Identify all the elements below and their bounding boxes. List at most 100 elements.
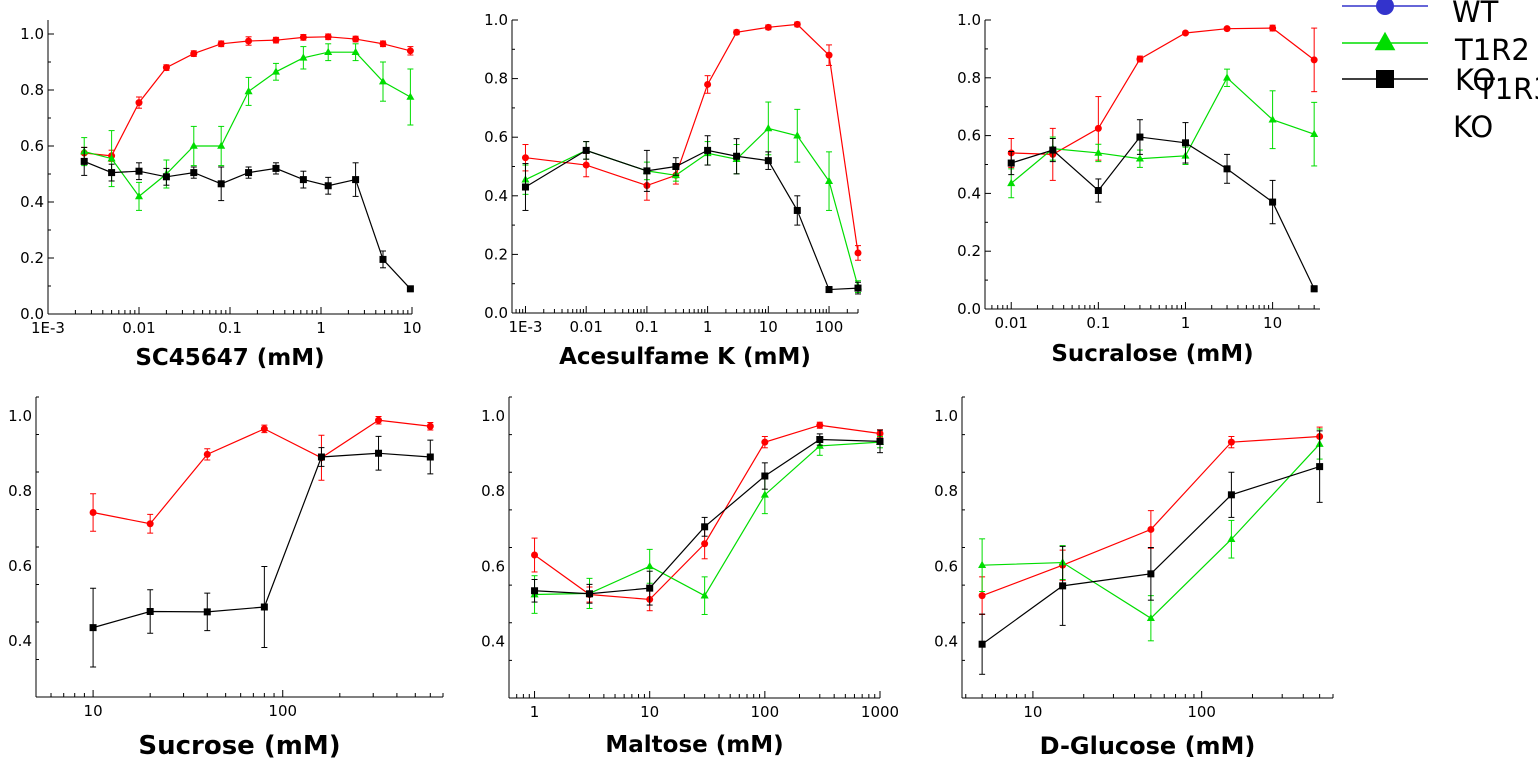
chart-2: 0.0 0.2 0.4 0.6 0.8 1.0 1E-3 0.01 0.1 1 10 100Acesu…	[484, 11, 863, 370]
x-tick-label: 1	[316, 319, 326, 337]
data-point	[299, 53, 308, 61]
data-point	[1094, 124, 1102, 132]
data-point	[162, 173, 170, 181]
data-point	[1181, 139, 1189, 147]
data-point	[531, 551, 539, 559]
legend-item: T1R2 KO	[1342, 31, 1530, 97]
data-point	[406, 92, 415, 100]
data-point	[317, 453, 325, 461]
data-point	[704, 146, 712, 154]
x-tick-label: 0.01	[569, 318, 602, 336]
x-tick-label: 100	[815, 318, 844, 336]
y-tick-label: 0.6	[934, 557, 958, 575]
data-point	[324, 182, 332, 190]
series-line	[525, 23, 859, 254]
x-tick-label: 0.01	[995, 314, 1028, 332]
series-line	[92, 419, 431, 525]
data-point	[203, 608, 211, 616]
data-point	[324, 47, 333, 55]
data-point	[978, 592, 986, 600]
data-point	[272, 164, 280, 172]
data-point	[816, 421, 824, 429]
data-point	[271, 67, 280, 75]
data-point	[1007, 159, 1015, 167]
data-point	[733, 152, 741, 160]
y-tick-label: 0.4	[481, 633, 505, 651]
x-axis-label: Maltose (mM)	[605, 732, 783, 758]
legend: WTT1R2KOT1R3KO	[1342, 0, 1538, 144]
y-tick-label: 0.6	[957, 127, 981, 145]
x-tick-label: 0.1	[635, 318, 659, 336]
data-point	[585, 590, 593, 598]
data-point	[135, 99, 143, 107]
data-point	[426, 422, 434, 430]
data-point	[1227, 534, 1236, 543]
data-point	[1227, 491, 1235, 499]
data-point	[1227, 438, 1235, 446]
data-point	[1094, 148, 1103, 156]
x-axis-label: Sucrose (mM)	[138, 731, 340, 761]
legend-item: WT	[1342, 0, 1499, 29]
data-point	[406, 47, 414, 55]
data-point	[260, 425, 268, 433]
x-axis-label: Sucralose (mM)	[1051, 341, 1253, 367]
data-point	[146, 608, 154, 615]
x-tick-label: 100	[751, 703, 780, 721]
series-line	[525, 127, 859, 287]
y-tick-label: 0.4	[934, 633, 958, 651]
y-tick-label: 0.6	[8, 557, 32, 575]
data-point	[190, 169, 198, 177]
x-tick-label: 1	[703, 318, 713, 336]
data-point	[764, 124, 773, 132]
data-point	[1007, 178, 1016, 187]
y-tick-label: 0.8	[20, 81, 44, 99]
series-line	[1011, 27, 1315, 155]
x-tick-label: 10	[640, 703, 659, 721]
y-tick-label: 0.2	[20, 249, 44, 267]
series-line	[92, 452, 431, 629]
data-point	[646, 584, 654, 592]
series-triangle	[80, 43, 415, 211]
series-triangle	[1007, 68, 1319, 199]
data-point	[107, 154, 116, 162]
data-point	[701, 523, 709, 531]
legend-marker	[1374, 31, 1396, 51]
data-point	[244, 87, 253, 95]
data-point	[793, 206, 801, 214]
data-point	[793, 20, 801, 28]
data-point	[733, 28, 741, 36]
data-point	[1310, 129, 1319, 137]
data-point	[825, 51, 833, 59]
data-point	[521, 183, 529, 191]
data-point	[1147, 570, 1155, 578]
data-point	[825, 286, 833, 294]
series-line	[534, 424, 881, 601]
data-point	[1268, 115, 1277, 123]
y-tick-label: 1.0	[957, 11, 981, 29]
data-point	[299, 176, 307, 184]
data-point	[245, 169, 253, 177]
data-point	[1223, 73, 1232, 81]
series-circle	[521, 20, 862, 261]
series-square	[978, 430, 1324, 675]
data-point	[672, 163, 680, 170]
x-tick-label: 1E-3	[508, 318, 542, 336]
x-tick-label: 0.01	[122, 319, 155, 337]
series-square	[89, 435, 434, 668]
x-tick-label: 1E-3	[31, 319, 65, 337]
data-point	[764, 157, 772, 165]
x-tick-label: 1	[1181, 314, 1191, 332]
data-point	[272, 36, 280, 44]
y-tick-label: 1.0	[484, 11, 508, 29]
x-tick-label: 10	[759, 318, 778, 336]
y-tick-label: 0.4	[484, 187, 508, 205]
y-tick-label: 0.4	[957, 184, 981, 202]
y-tick-label: 0.8	[934, 482, 958, 500]
y-tick-label: 0.8	[484, 70, 508, 88]
x-tick-label: 10	[84, 702, 103, 720]
data-point	[521, 154, 529, 162]
chart-3: 0.0 0.2 0.4 0.6 0.8 1.0 0.01 0.1 1 10 Sucralose (m…	[957, 11, 1320, 367]
y-tick-label: 0.6	[484, 128, 508, 146]
data-point	[704, 80, 712, 88]
